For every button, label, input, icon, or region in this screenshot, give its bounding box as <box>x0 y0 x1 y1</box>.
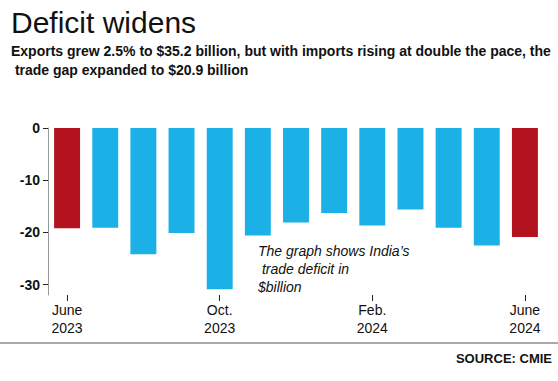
svg-text:-20: -20 <box>20 224 40 240</box>
svg-text:2023: 2023 <box>51 320 82 336</box>
svg-text:June: June <box>510 302 541 318</box>
svg-text:2023: 2023 <box>204 320 235 336</box>
svg-text:SOURCE: CMIE: SOURCE: CMIE <box>456 351 552 366</box>
svg-text:June: June <box>52 302 83 318</box>
svg-text:Exports grew 2.5% to $35.2 bil: Exports grew 2.5% to $35.2 billion, but … <box>11 43 551 59</box>
svg-text:trade deficit in: trade deficit in <box>258 261 353 277</box>
svg-text:2024: 2024 <box>509 320 540 336</box>
svg-text:Oct.: Oct. <box>207 302 233 318</box>
svg-text:Feb.: Feb. <box>358 302 386 318</box>
svg-text:-30: -30 <box>20 277 40 293</box>
svg-text:The graph shows India’s: The graph shows India’s <box>258 243 410 259</box>
svg-text:$billion: $billion <box>257 279 302 295</box>
svg-text:Deficit widens: Deficit widens <box>11 6 196 39</box>
svg-text:-10: -10 <box>20 172 40 188</box>
svg-text:trade gap expanded to $20.9 bi: trade gap expanded to $20.9 billion <box>11 62 248 78</box>
svg-text:0: 0 <box>32 120 40 136</box>
svg-text:2024: 2024 <box>357 320 388 336</box>
